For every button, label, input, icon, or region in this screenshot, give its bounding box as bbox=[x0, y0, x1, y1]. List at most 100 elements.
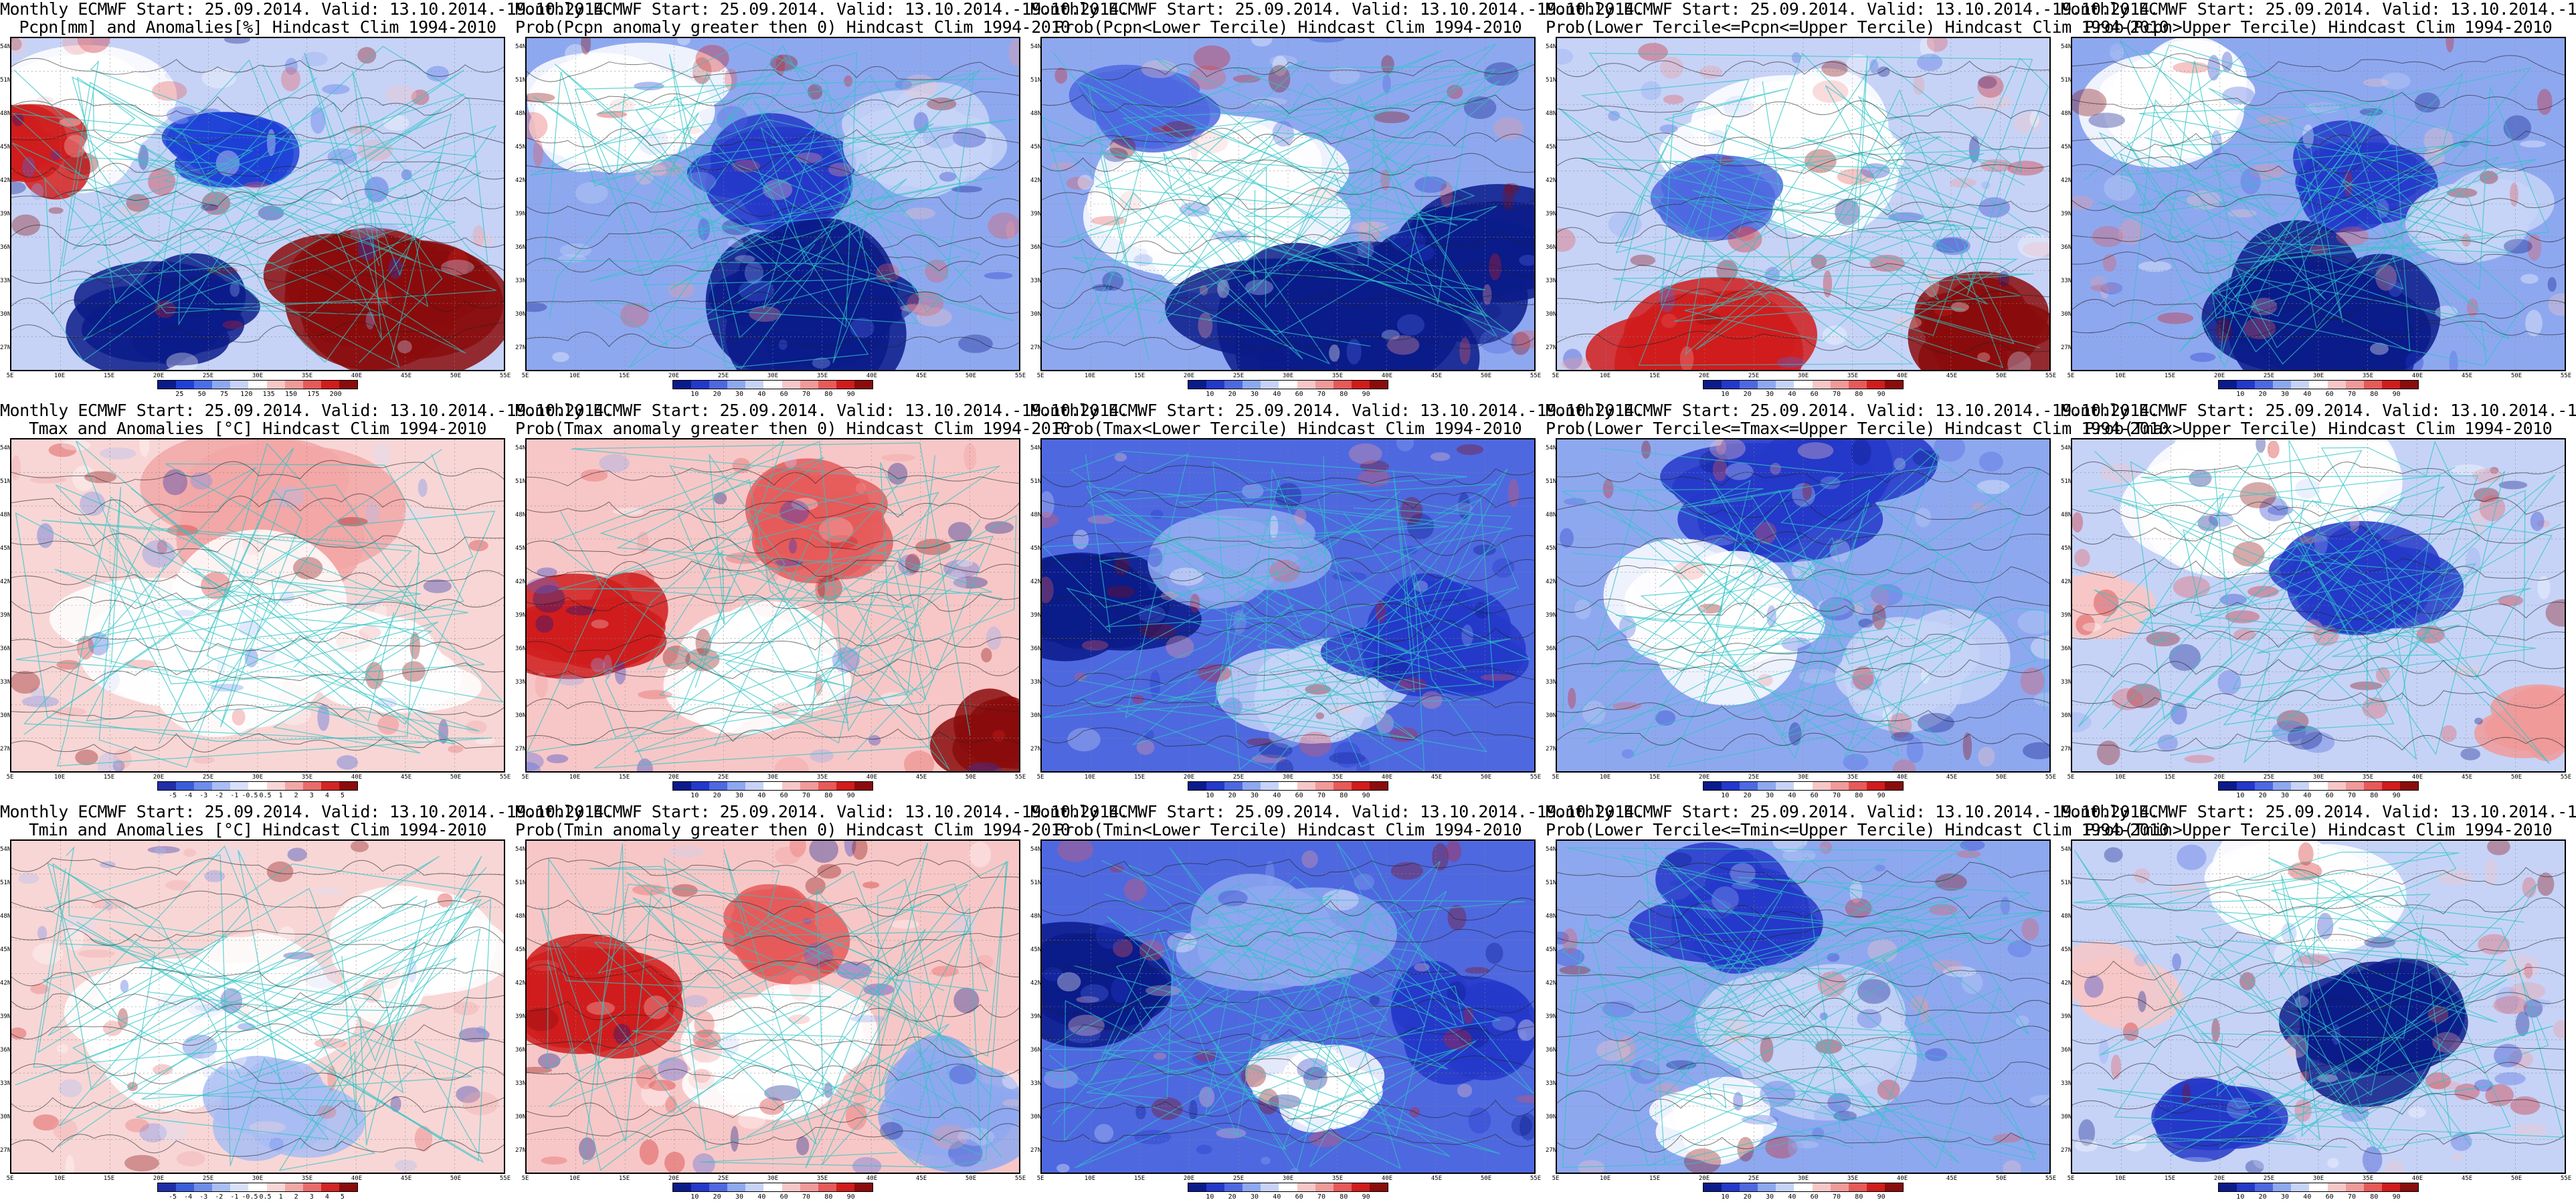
contour-line bbox=[1042, 286, 1534, 312]
field-speckle bbox=[1190, 593, 1200, 613]
latitude-label: 45N bbox=[1546, 946, 1557, 953]
field-speckle bbox=[855, 482, 866, 494]
panel-title-line2: Prob(Lower Tercile<=Tmax<=Upper Tercile)… bbox=[1546, 419, 2169, 438]
colorbar-segment bbox=[1848, 381, 1867, 389]
coastline bbox=[15, 856, 482, 1150]
coastline bbox=[667, 439, 985, 744]
colorbar-segment bbox=[800, 1183, 818, 1191]
panel-title: Monthly ECMWF Start: 25.09.2014. Valid: … bbox=[2061, 401, 2576, 437]
field-speckle bbox=[1275, 759, 1294, 771]
field-speckle bbox=[1787, 1132, 1802, 1159]
longitude-label: 55E bbox=[499, 774, 511, 781]
coastline bbox=[549, 45, 980, 318]
field-speckle bbox=[1765, 266, 1780, 284]
field-speckle bbox=[917, 307, 952, 327]
forecast-map bbox=[1040, 839, 1536, 1174]
coastline bbox=[1070, 450, 1520, 768]
contour-line bbox=[1042, 232, 1534, 254]
colorbar-tick-label: 70 bbox=[2347, 391, 2357, 398]
field-speckle bbox=[1192, 1049, 1219, 1066]
contour-line bbox=[1557, 60, 2049, 78]
field-speckle bbox=[546, 754, 569, 764]
field-speckle bbox=[84, 471, 117, 484]
panel-title: Monthly ECMWF Start: 25.09.2014. Valid: … bbox=[2061, 803, 2576, 839]
contour-line bbox=[527, 197, 1019, 219]
colorbar-tick-label: 1 bbox=[278, 1193, 283, 1201]
longitude-label: 30E bbox=[252, 373, 264, 379]
field-speckle bbox=[1329, 66, 1360, 84]
contour-line bbox=[11, 126, 504, 149]
field-speckle bbox=[2479, 171, 2498, 185]
field-speckle bbox=[1655, 710, 1676, 726]
field-speckle bbox=[2082, 622, 2102, 632]
latitude-label: 33N bbox=[2061, 679, 2072, 686]
field-speckle bbox=[1447, 905, 1467, 930]
colorbar-segment bbox=[1206, 1183, 1225, 1191]
field-speckle bbox=[591, 619, 609, 629]
field-speckle bbox=[1217, 279, 1230, 298]
contour-line bbox=[1042, 928, 1534, 947]
field-speckle bbox=[775, 846, 801, 865]
colorbar-tick-label: 10 bbox=[2236, 1193, 2245, 1201]
colorbar-tick-label: 40 bbox=[1788, 792, 1797, 799]
latitude-label: 36N bbox=[1030, 1047, 1042, 1054]
latitude-label: 45N bbox=[515, 946, 527, 953]
colorbar-tick-label: 10 bbox=[1721, 391, 1730, 398]
colorbar-segment bbox=[854, 1183, 873, 1191]
field-speckle bbox=[284, 849, 304, 857]
field-speckle bbox=[2430, 700, 2444, 713]
map-field bbox=[1042, 439, 1534, 771]
contour-line bbox=[2072, 690, 2565, 709]
contour-line bbox=[11, 890, 504, 912]
field-speckle bbox=[1504, 183, 1520, 195]
longitude-label: 35E bbox=[301, 373, 313, 379]
colorbar-segment bbox=[781, 1183, 800, 1191]
colorbar-segment bbox=[691, 1183, 710, 1191]
field-speckle bbox=[2243, 317, 2276, 340]
colorbar bbox=[2218, 1183, 2419, 1192]
colorbar-tick-label: 70 bbox=[1832, 391, 1841, 398]
longitude-label: 5E bbox=[6, 774, 14, 781]
contour-line bbox=[527, 724, 1019, 746]
contour-line bbox=[1042, 264, 1534, 284]
field-speckle bbox=[2225, 610, 2260, 623]
field-speckle bbox=[688, 56, 723, 78]
field-speckle bbox=[224, 890, 261, 917]
longitude-label: 5E bbox=[1036, 774, 1044, 781]
field-speckle bbox=[1827, 1093, 1851, 1113]
longitude-label: 40E bbox=[866, 774, 878, 781]
field-speckle bbox=[796, 1136, 810, 1156]
field-speckle bbox=[423, 579, 452, 593]
colorbar-segment bbox=[248, 1183, 267, 1191]
panel-title-line2: Tmin and Anomalies [°C] Hindcast Clim 19… bbox=[29, 820, 486, 839]
contour-line bbox=[11, 992, 504, 1012]
colorbar-tick-label: 40 bbox=[1273, 1193, 1281, 1201]
field-speckle bbox=[21, 696, 60, 708]
field-speckle bbox=[465, 720, 487, 734]
colorbar-segment bbox=[745, 1183, 764, 1191]
field-speckle bbox=[1560, 358, 1591, 370]
field-speckle bbox=[1935, 873, 1967, 891]
field-speckle bbox=[1489, 253, 1501, 281]
field-speckle bbox=[166, 353, 199, 370]
field-speckle bbox=[475, 737, 496, 745]
field-speckle bbox=[1870, 583, 1903, 606]
map-field bbox=[527, 439, 1019, 771]
longitude-label: 45E bbox=[1946, 373, 1958, 379]
contour-line bbox=[527, 894, 1019, 917]
field-speckle bbox=[2553, 1020, 2565, 1039]
field-speckle bbox=[2359, 336, 2374, 348]
field-speckle bbox=[1892, 316, 1922, 329]
latitude-label: 42N bbox=[2061, 177, 2072, 184]
field-speckle bbox=[124, 642, 145, 651]
field-speckle bbox=[1346, 338, 1362, 365]
field-speckle bbox=[472, 225, 485, 247]
field-speckle bbox=[803, 918, 812, 925]
field-speckle bbox=[2240, 168, 2261, 195]
colorbar-tick-label: 20 bbox=[2258, 792, 2267, 799]
field-speckle bbox=[220, 988, 243, 1014]
field-speckle bbox=[1446, 841, 1462, 862]
colorbar-segment bbox=[854, 782, 873, 790]
colorbar-tick-label: 90 bbox=[2392, 1193, 2401, 1201]
field-speckle bbox=[1846, 54, 1869, 78]
